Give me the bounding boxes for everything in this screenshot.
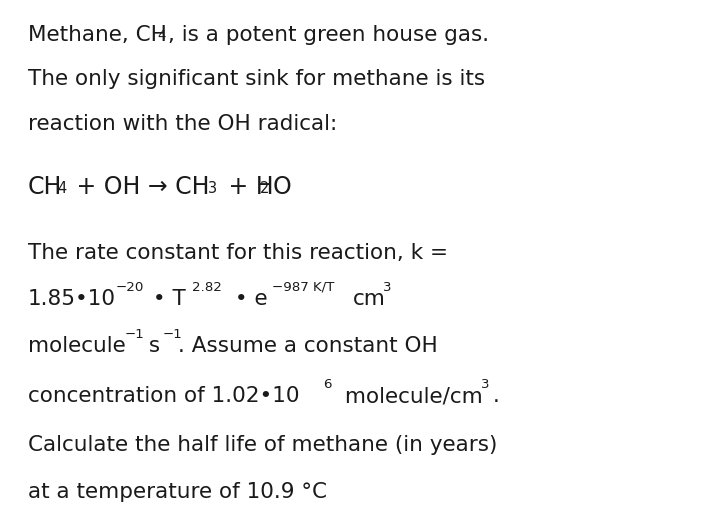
Text: 1.85•10: 1.85•10: [28, 289, 116, 309]
Text: molecule/cm: molecule/cm: [338, 386, 482, 406]
Text: at a temperature of 10.9 °C: at a temperature of 10.9 °C: [28, 482, 327, 502]
Text: O: O: [272, 175, 291, 199]
Text: −987 K/T: −987 K/T: [272, 280, 335, 293]
Text: • T: • T: [146, 289, 186, 309]
Text: + OH → CH: + OH → CH: [69, 175, 210, 199]
Text: • e: • e: [228, 289, 267, 309]
Text: 3: 3: [480, 378, 489, 391]
Text: reaction with the OH radical:: reaction with the OH radical:: [28, 114, 337, 134]
Text: s: s: [142, 336, 160, 356]
Text: The rate constant for this reaction, k =: The rate constant for this reaction, k =: [28, 243, 448, 263]
Text: Calculate the half life of methane (in years): Calculate the half life of methane (in y…: [28, 435, 497, 455]
Text: Methane, CH: Methane, CH: [28, 25, 166, 45]
Text: 4: 4: [157, 29, 166, 42]
Text: + H: + H: [221, 175, 274, 199]
Text: cm: cm: [353, 289, 386, 309]
Text: 6: 6: [323, 378, 332, 391]
Text: 3: 3: [208, 181, 217, 196]
Text: 3: 3: [383, 280, 392, 293]
Text: −1: −1: [125, 328, 145, 341]
Text: −1: −1: [163, 328, 182, 341]
Text: .: .: [493, 386, 500, 406]
Text: 2.82: 2.82: [192, 280, 222, 293]
Text: molecule: molecule: [28, 336, 125, 356]
Text: , is a potent green house gas.: , is a potent green house gas.: [168, 25, 489, 45]
Text: 2: 2: [260, 181, 269, 196]
Text: −20: −20: [115, 280, 144, 293]
Text: . Assume a constant OH: . Assume a constant OH: [178, 336, 438, 356]
Text: 4: 4: [57, 181, 66, 196]
Text: The only significant sink for methane is its: The only significant sink for methane is…: [28, 69, 485, 89]
Text: concentration of 1.02•10: concentration of 1.02•10: [28, 386, 300, 406]
Text: CH: CH: [28, 175, 62, 199]
